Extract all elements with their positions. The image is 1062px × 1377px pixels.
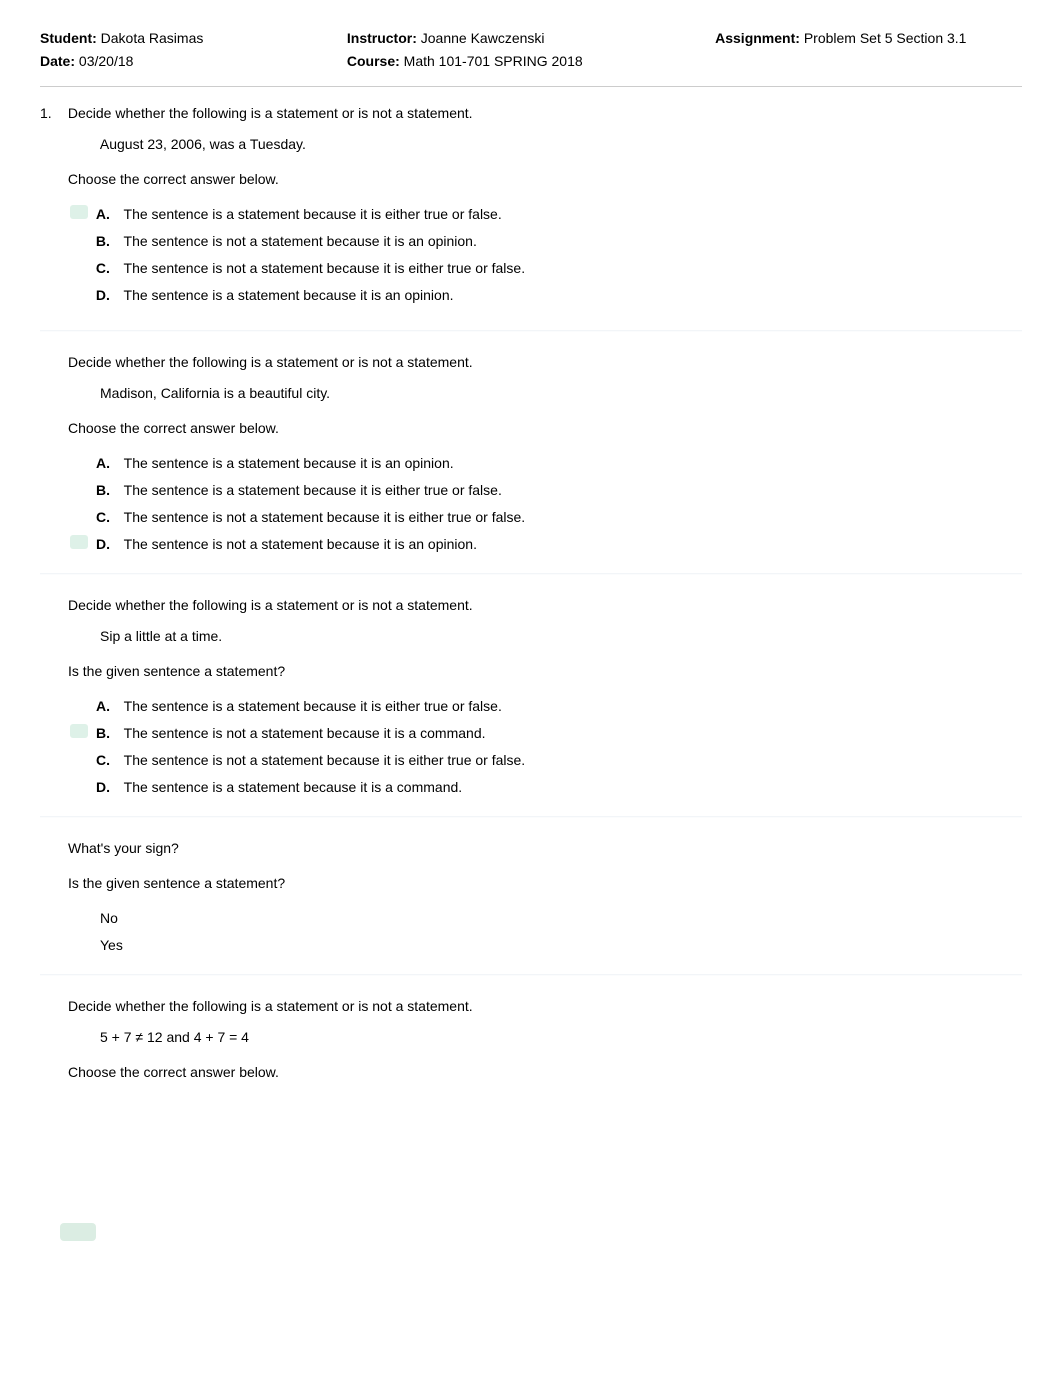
q1-option-c[interactable]: C. The sentence is not a statement becau… <box>96 258 1020 279</box>
q1-options: A. The sentence is a statement because i… <box>96 204 1020 306</box>
q4-yes[interactable]: Yes <box>100 935 1022 956</box>
option-letter-a: A. <box>96 453 120 474</box>
q1-number: 1. <box>40 103 64 124</box>
q1-example: August 23, 2006, was a Tuesday. <box>100 134 1020 155</box>
q3-option-b[interactable]: B. The sentence is not a statement becau… <box>96 723 1022 744</box>
question-1: 1. Decide whether the following is a sta… <box>40 103 1022 312</box>
q3-option-a-text: The sentence is a statement because it i… <box>124 698 502 714</box>
q1-option-d[interactable]: D. The sentence is a statement because i… <box>96 285 1020 306</box>
q3-option-c[interactable]: C. The sentence is not a statement becau… <box>96 750 1022 771</box>
assignment-value: Problem Set 5 Section 3.1 <box>804 30 967 46</box>
student-label: Student: <box>40 30 97 46</box>
q5-prompt: Decide whether the following is a statem… <box>68 996 1022 1017</box>
q4-prompt: What's your sign? <box>68 838 1022 859</box>
q3-option-c-text: The sentence is not a statement because … <box>124 752 526 768</box>
q2-option-d[interactable]: D. The sentence is not a statement becau… <box>96 534 1022 555</box>
header-bar: Student: Dakota Rasimas Date: 03/20/18 I… <box>40 20 1022 87</box>
option-letter-b: B. <box>96 480 120 501</box>
q3-option-b-text: The sentence is not a statement because … <box>124 725 486 741</box>
instructor-value: Joanne Kawczenski <box>421 30 545 46</box>
course-line: Course: Math 101-701 SPRING 2018 <box>347 51 715 72</box>
highlight-marker <box>70 535 88 549</box>
q2-option-a[interactable]: A. The sentence is a statement because i… <box>96 453 1022 474</box>
q4-choose: Is the given sentence a statement? <box>68 873 1022 894</box>
q2-option-b-text: The sentence is a statement because it i… <box>124 482 502 498</box>
q2-prompt: Decide whether the following is a statem… <box>68 352 1022 373</box>
separator <box>40 974 1022 976</box>
blur-smudge <box>60 1223 96 1241</box>
q1-option-a[interactable]: A. The sentence is a statement because i… <box>96 204 1020 225</box>
header-student-col: Student: Dakota Rasimas Date: 03/20/18 <box>40 28 347 74</box>
separator <box>40 816 1022 818</box>
student-line: Student: Dakota Rasimas <box>40 28 347 49</box>
q1-content: Decide whether the following is a statem… <box>68 103 1020 312</box>
q2-example: Madison, California is a beautiful city. <box>100 383 1022 404</box>
separator <box>40 573 1022 575</box>
student-value: Dakota Rasimas <box>101 30 204 46</box>
q5-choose: Choose the correct answer below. <box>68 1062 1022 1083</box>
question-4: What's your sign? Is the given sentence … <box>68 838 1022 956</box>
q1-option-a-text: The sentence is a statement because it i… <box>124 206 502 222</box>
instructor-line: Instructor: Joanne Kawczenski <box>347 28 715 49</box>
option-letter-d: D. <box>96 777 120 798</box>
course-value: Math 101-701 SPRING 2018 <box>404 53 583 69</box>
q1-option-b-text: The sentence is not a statement because … <box>124 233 477 249</box>
header-assignment-col: Assignment: Problem Set 5 Section 3.1 <box>715 28 1022 74</box>
q3-option-d-text: The sentence is a statement because it i… <box>124 779 463 795</box>
option-letter-a: A. <box>96 696 120 717</box>
date-value: 03/20/18 <box>79 53 134 69</box>
q2-choose: Choose the correct answer below. <box>68 418 1022 439</box>
date-label: Date: <box>40 53 75 69</box>
option-letter-d: D. <box>96 534 120 555</box>
option-letter-a: A. <box>96 204 120 225</box>
q4-no[interactable]: No <box>100 908 1022 929</box>
q2-option-c-text: The sentence is not a statement because … <box>124 509 526 525</box>
q3-options: A. The sentence is a statement because i… <box>96 696 1022 798</box>
separator <box>40 330 1022 332</box>
q1-option-c-text: The sentence is not a statement because … <box>124 260 526 276</box>
header-instructor-col: Instructor: Joanne Kawczenski Course: Ma… <box>347 28 715 74</box>
instructor-label: Instructor: <box>347 30 417 46</box>
q3-prompt: Decide whether the following is a statem… <box>68 595 1022 616</box>
course-label: Course: <box>347 53 400 69</box>
assignment-line: Assignment: Problem Set 5 Section 3.1 <box>715 28 1022 49</box>
option-letter-c: C. <box>96 750 120 771</box>
date-line: Date: 03/20/18 <box>40 51 347 72</box>
q1-prompt: Decide whether the following is a statem… <box>68 103 1020 124</box>
q2-option-d-text: The sentence is not a statement because … <box>124 536 477 552</box>
assignment-label: Assignment: <box>715 30 800 46</box>
question-3: Decide whether the following is a statem… <box>68 595 1022 798</box>
option-letter-d: D. <box>96 285 120 306</box>
q3-option-a[interactable]: A. The sentence is a statement because i… <box>96 696 1022 717</box>
question-5: Decide whether the following is a statem… <box>68 996 1022 1083</box>
q1-option-b[interactable]: B. The sentence is not a statement becau… <box>96 231 1020 252</box>
q5-example: 5 + 7 ≠ 12 and 4 + 7 = 4 <box>100 1027 1022 1048</box>
option-letter-b: B. <box>96 723 120 744</box>
q2-option-a-text: The sentence is a statement because it i… <box>124 455 454 471</box>
q3-example: Sip a little at a time. <box>100 626 1022 647</box>
q2-option-b[interactable]: B. The sentence is a statement because i… <box>96 480 1022 501</box>
q3-choose: Is the given sentence a statement? <box>68 661 1022 682</box>
option-letter-b: B. <box>96 231 120 252</box>
q2-options: A. The sentence is a statement because i… <box>96 453 1022 555</box>
q3-option-d[interactable]: D. The sentence is a statement because i… <box>96 777 1022 798</box>
q2-option-c[interactable]: C. The sentence is not a statement becau… <box>96 507 1022 528</box>
question-2: Decide whether the following is a statem… <box>68 352 1022 555</box>
q1-choose: Choose the correct answer below. <box>68 169 1020 190</box>
q1-option-d-text: The sentence is a statement because it i… <box>124 287 454 303</box>
highlight-marker <box>70 205 88 219</box>
option-letter-c: C. <box>96 507 120 528</box>
highlight-marker <box>70 724 88 738</box>
option-letter-c: C. <box>96 258 120 279</box>
